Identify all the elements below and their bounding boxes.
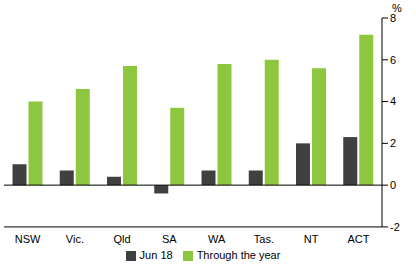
svg-text:WA: WA bbox=[208, 233, 226, 245]
svg-text:Vic.: Vic. bbox=[66, 233, 84, 245]
svg-text:Qld: Qld bbox=[114, 233, 131, 245]
svg-text:4: 4 bbox=[390, 95, 396, 107]
svg-text:SA: SA bbox=[162, 233, 177, 245]
html-text:Through the year: Through the year bbox=[196, 248, 281, 261]
svg-text:0: 0 bbox=[390, 179, 396, 191]
svg-text:ACT: ACT bbox=[347, 233, 369, 245]
html-text:Jun 18: Jun 18 bbox=[139, 248, 173, 261]
svg-text:%: % bbox=[392, 2, 402, 14]
svg-text:-2: -2 bbox=[390, 221, 400, 233]
svg-text:NT: NT bbox=[304, 233, 319, 245]
svg-text:Tas.: Tas. bbox=[254, 233, 274, 245]
svg-text:6: 6 bbox=[390, 54, 396, 66]
svg-text:2: 2 bbox=[390, 137, 396, 149]
svg-text:NSW: NSW bbox=[15, 233, 41, 245]
svg-text:8: 8 bbox=[390, 11, 397, 24]
